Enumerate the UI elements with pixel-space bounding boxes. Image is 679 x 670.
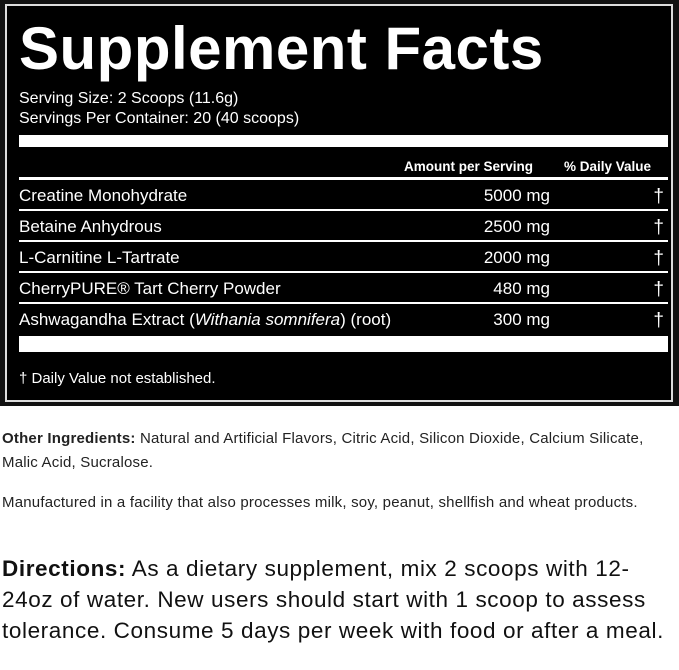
ingredient-amount: 2000 mg: [483, 248, 550, 267]
other-ingredients-text: Natural and Artificial Flavors, Citric A…: [2, 430, 644, 471]
servings-per-container: Servings Per Container: 20 (40 scoops): [19, 110, 300, 127]
name-part: Ashwagandha Extract (: [19, 310, 195, 329]
ingredient-name: Creatine Monohydrate: [19, 186, 188, 205]
divider-bar: [19, 135, 668, 147]
divider-line: [19, 302, 668, 304]
header-amount: Amount per Serving: [404, 159, 534, 174]
allergen-statement: Manufactured in a facility that also pro…: [2, 494, 638, 511]
table-row: CherryPURE® Tart Cherry Powder 480 mg †: [19, 273, 668, 304]
daily-value: †: [653, 217, 664, 238]
table-row: L-Carnitine L-Tartrate 2000 mg †: [19, 242, 668, 273]
divider-line: [19, 240, 668, 242]
other-ingredients: Other Ingredients: Natural and Artificia…: [2, 427, 678, 475]
ingredient-amount: 480 mg: [493, 279, 550, 298]
ingredient-name: Ashwagandha Extract (Withania somnifera)…: [19, 310, 391, 330]
table-row: Ashwagandha Extract (Withania somnifera)…: [19, 304, 668, 335]
ingredient-name: L-Carnitine L-Tartrate: [19, 248, 180, 267]
latin-name: Withania somnifera: [194, 310, 341, 329]
directions: Directions: As a dietary supplement, mix…: [2, 553, 678, 646]
directions-label: Directions:: [2, 556, 127, 581]
header-daily-value: % Daily Value: [564, 159, 652, 174]
daily-value: †: [653, 186, 664, 207]
table-row: Betaine Anhydrous 2500 mg †: [19, 211, 668, 242]
daily-value: †: [653, 310, 664, 331]
divider-line: [19, 209, 668, 211]
supplement-facts-panel: Supplement Facts Serving Size: 2 Scoops …: [0, 0, 679, 406]
divider-line: [19, 177, 668, 180]
daily-value: †: [653, 279, 664, 300]
ingredient-name: Betaine Anhydrous: [19, 217, 162, 236]
divider-line: [19, 271, 668, 273]
ingredient-amount: 5000 mg: [483, 186, 550, 205]
footnote: † Daily Value not established.: [19, 370, 216, 387]
panel-border: Supplement Facts Serving Size: 2 Scoops …: [5, 4, 673, 402]
daily-value: †: [653, 248, 664, 269]
serving-size: Serving Size: 2 Scoops (11.6g): [19, 90, 239, 107]
ingredient-amount: 300 mg: [493, 310, 550, 329]
directions-text: As a dietary supplement, mix 2 scoops wi…: [2, 556, 664, 643]
table-row: Creatine Monohydrate 5000 mg †: [19, 180, 668, 211]
name-part: ) (root): [340, 310, 392, 329]
other-ingredients-label: Other Ingredients:: [2, 430, 136, 447]
ingredient-name: CherryPURE® Tart Cherry Powder: [19, 279, 281, 298]
ingredient-amount: 2500 mg: [483, 217, 550, 236]
panel-title: Supplement Facts: [19, 15, 544, 82]
divider-bar: [19, 336, 668, 352]
